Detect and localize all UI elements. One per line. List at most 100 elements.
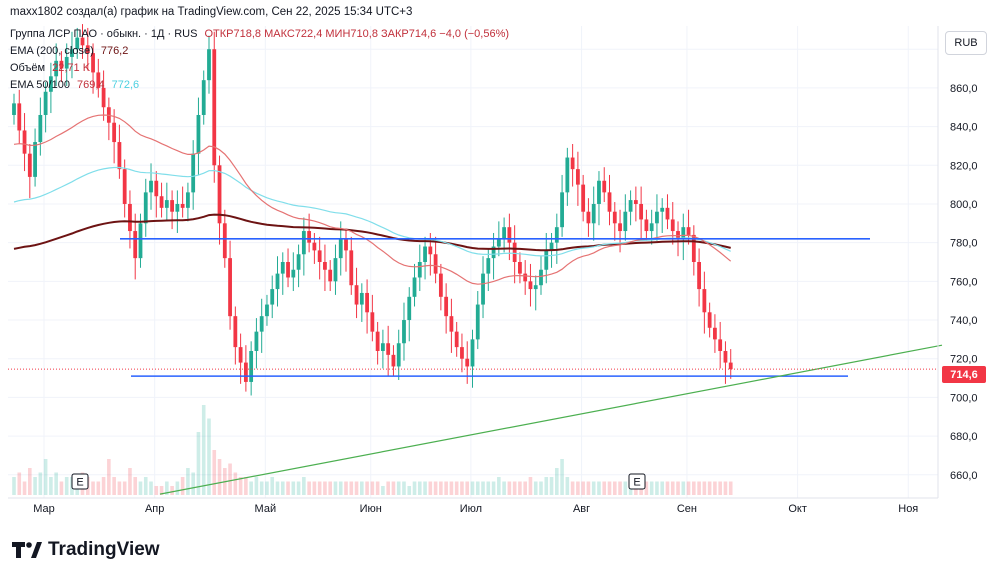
- candle-body: [602, 180, 607, 193]
- candle-body: [159, 196, 164, 208]
- x-tick-label: Май: [255, 503, 277, 515]
- volume-bar: [707, 481, 712, 495]
- volume-bar: [212, 450, 217, 495]
- candle-body: [12, 103, 16, 115]
- volume-bar: [228, 463, 232, 495]
- candle-body: [444, 296, 449, 317]
- y-tick-label: 800,0: [950, 199, 978, 211]
- volume-bar: [143, 477, 148, 495]
- candle-body: [333, 258, 338, 282]
- candle-body: [649, 223, 654, 232]
- legend-ema50-100-row[interactable]: EMA 50/100 769,4 772,6: [10, 77, 509, 94]
- volume-bar: [154, 486, 159, 495]
- candle-body: [544, 250, 549, 270]
- volume-bar: [623, 481, 628, 495]
- volume-bar: [555, 468, 559, 495]
- volume-bar: [117, 481, 122, 495]
- candle-body: [523, 273, 528, 282]
- candle-body: [470, 339, 475, 367]
- x-tick-label: Июл: [460, 503, 482, 515]
- candle-body: [85, 45, 90, 54]
- candle-body: [475, 304, 480, 340]
- candle-body: [33, 142, 37, 177]
- legend-ema200-row[interactable]: EMA (200, close) 776,2: [10, 43, 509, 60]
- candle-body: [122, 169, 127, 204]
- volume-bar: [518, 481, 522, 495]
- volume-bar: [502, 481, 506, 495]
- candle-body: [64, 56, 69, 69]
- volume-bar: [49, 477, 53, 495]
- volume-bar: [475, 481, 480, 495]
- candle-body: [607, 192, 612, 212]
- ohlc-values: ОТКР718,8 МАКС722,4 МИН710,8 ЗАКР714,6 −…: [204, 28, 510, 40]
- volume-bar: [291, 481, 296, 495]
- candle-body: [597, 180, 601, 204]
- volume-bar: [586, 481, 591, 495]
- volume-bar: [444, 481, 448, 495]
- candle-body: [539, 269, 543, 286]
- candle-body: [407, 296, 412, 321]
- legend-volume-row[interactable]: Объём 22,71 K: [10, 60, 509, 77]
- candle-body: [186, 192, 190, 208]
- volume-bar: [549, 477, 554, 495]
- candle-body: [317, 250, 322, 262]
- volume-bar: [375, 481, 380, 495]
- volume-bar: [581, 481, 585, 495]
- candle-body: [27, 153, 32, 177]
- earnings-marker-box[interactable]: [628, 473, 646, 490]
- candle-body: [386, 343, 391, 355]
- ema200-line: [13, 213, 731, 252]
- candle-body: [180, 203, 185, 208]
- candle-body: [128, 203, 132, 232]
- legend-symbol-row[interactable]: Группа ЛСР ПАО · обыкн. · 1Д · RUS ОТКР7…: [10, 26, 509, 43]
- volume-bar: [333, 481, 338, 495]
- volume-bar: [201, 405, 206, 495]
- volume-bar: [133, 477, 138, 495]
- y-tick-label: 820,0: [950, 160, 978, 172]
- candle-body: [101, 87, 106, 108]
- volume-bar: [528, 477, 533, 495]
- volume-bar: [12, 477, 16, 495]
- volume-bar: [417, 481, 422, 495]
- volume-bar: [391, 481, 396, 495]
- currency-button[interactable]: RUB: [945, 31, 987, 55]
- candle-body: [665, 207, 670, 220]
- candle-body: [486, 258, 491, 274]
- drawn-levels[interactable]: [8, 237, 943, 495]
- candle-body: [254, 331, 259, 351]
- volume-bar: [423, 481, 427, 495]
- volume-bar: [507, 481, 512, 495]
- candle-body: [481, 273, 485, 305]
- candle-body: [612, 211, 617, 224]
- volume-bar: [165, 481, 169, 495]
- volume-bar: [607, 481, 612, 495]
- candle-body: [359, 292, 364, 305]
- volume-bar: [439, 481, 443, 495]
- volume-bar: [217, 459, 222, 495]
- candle-body: [22, 130, 27, 154]
- candle-body: [702, 289, 707, 313]
- price-axis[interactable]: 660,0 680,0 700,0 720,0 740,0 760,0 780,0 800,0…: [937, 26, 978, 498]
- candle-body: [217, 165, 222, 224]
- earnings-marker-box[interactable]: [71, 473, 89, 490]
- volume-bar: [317, 481, 322, 495]
- tradingview-logo[interactable]: TradingView: [12, 539, 160, 561]
- candle-body: [265, 304, 269, 317]
- volume-bar: [302, 477, 306, 495]
- volume-bar: [570, 481, 575, 495]
- candle-body: [670, 219, 675, 232]
- candle-body: [438, 273, 443, 297]
- volume-bar: [681, 481, 686, 495]
- candle-body: [417, 262, 422, 278]
- trend-line[interactable]: [159, 344, 943, 495]
- volume-bar: [533, 481, 538, 495]
- volume-bar: [344, 481, 348, 495]
- candle-body: [718, 339, 723, 351]
- time-axis[interactable]: Мар Апр Май Июн Июл Авг Сен Окт Ноя: [8, 497, 938, 515]
- volume-bar: [539, 481, 543, 495]
- volume-bar: [676, 481, 680, 495]
- volume-bar: [307, 481, 311, 495]
- symbol-name[interactable]: Группа ЛСР ПАО · обыкн. · 1Д · RUS: [10, 28, 198, 40]
- volume-bar: [186, 468, 190, 495]
